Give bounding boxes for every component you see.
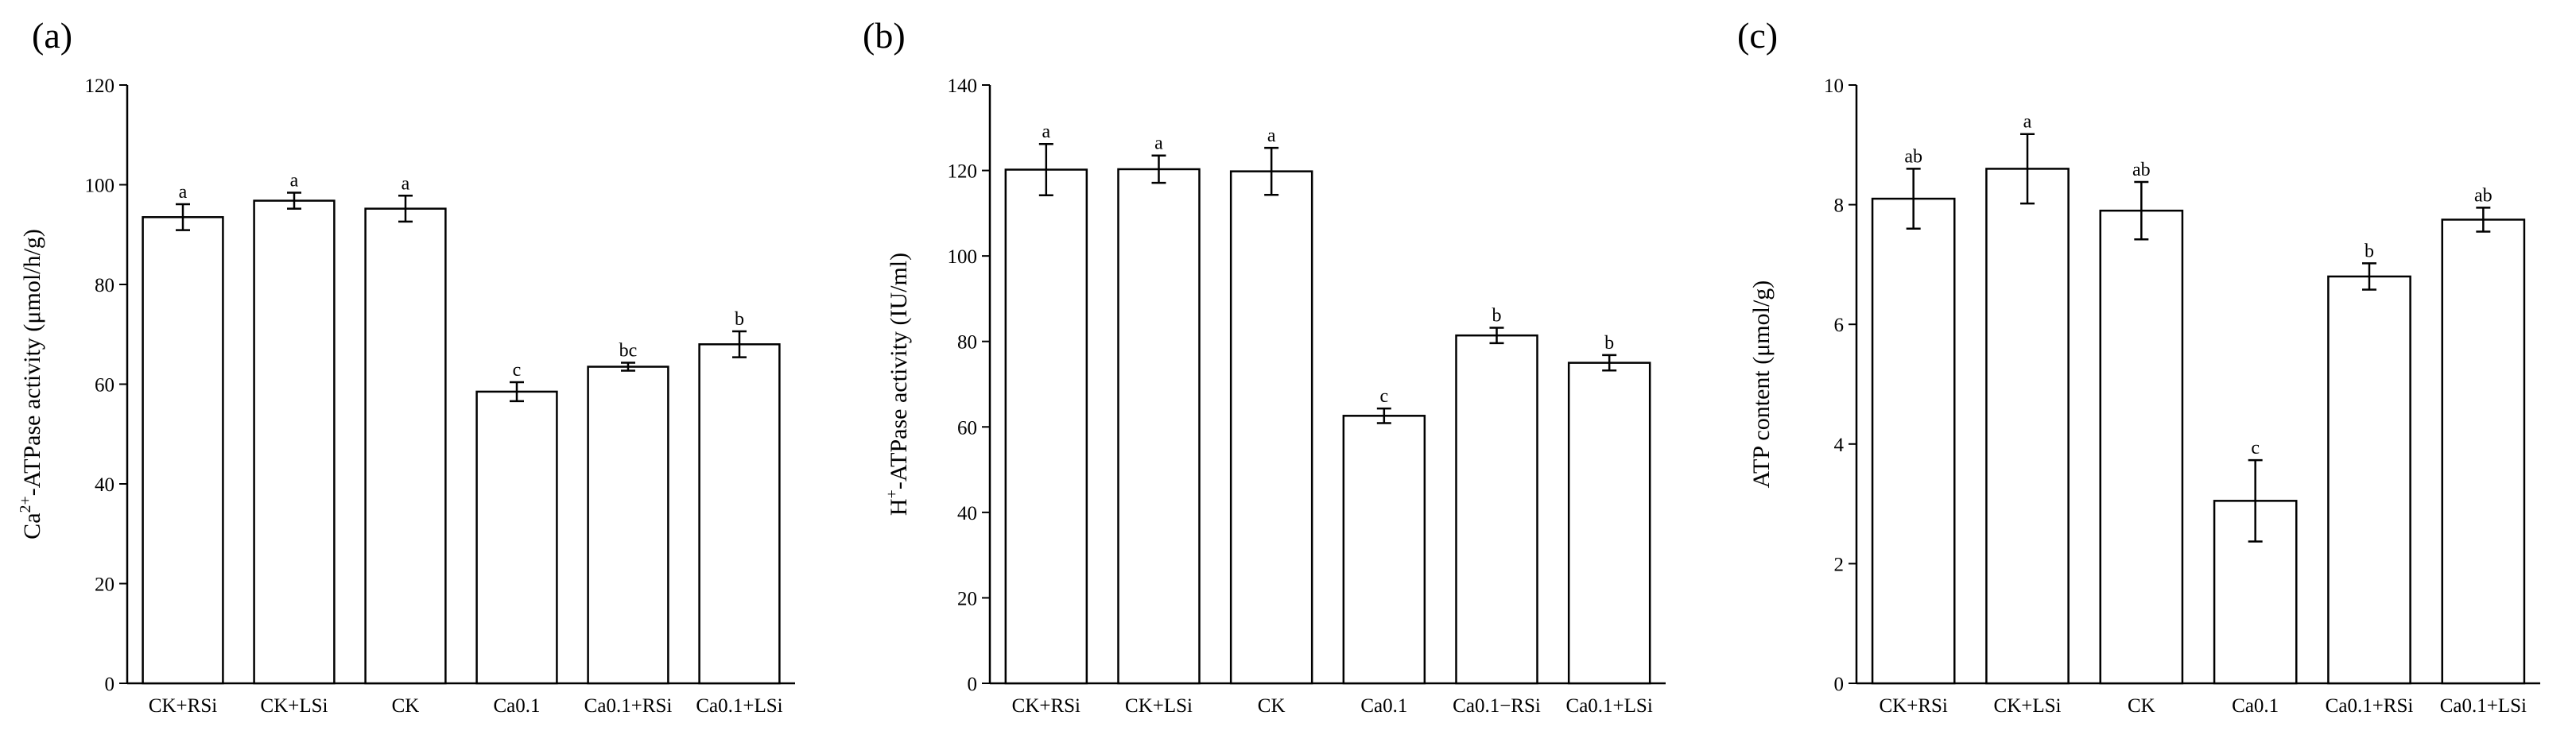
significance-label: bc [619, 341, 638, 362]
bar-Ca0.1 [1342, 415, 1426, 685]
y-tick-label: 0 [105, 674, 115, 695]
y-tick-label: 2 [1834, 554, 1845, 575]
x-tick-label: CK+LSi [1994, 695, 2062, 717]
y-axis-title-main: H [886, 498, 912, 516]
y-tick-label: 0 [1834, 674, 1845, 695]
bar-CK+LSi [1985, 168, 2070, 685]
bar-CK+RSi [1871, 197, 1956, 685]
significance-label: c [513, 360, 522, 381]
bar-Ca0.1+RSi [587, 366, 669, 685]
y-tick-label: 80 [95, 275, 114, 296]
y-axis-title-superscript: + [883, 489, 901, 498]
x-tick-label: CK+RSi [1879, 695, 1947, 717]
y-tick-label: 8 [1834, 195, 1845, 217]
y-axis-title: ATP content (μmol/g) [1748, 280, 1775, 489]
y-tick-label: 20 [95, 574, 114, 596]
significance-label: b [735, 309, 744, 330]
chart-panel-b: (b) 0 20 40 60 80 100 120 140 H+-ATPase activity … [863, 15, 1666, 717]
y-tick-label: 0 [968, 674, 978, 695]
panel-label: (b) [863, 15, 906, 56]
y-tick-label: 6 [1834, 315, 1845, 336]
x-tick-label: Ca0.1+RSi [2326, 695, 2414, 717]
y-tick-label: 120 [85, 75, 115, 97]
bar-Ca0.1−RSi [1455, 334, 1538, 685]
x-tick-label: CK [392, 695, 420, 717]
x-tick-label: Ca0.1+RSi [584, 695, 673, 717]
significance-label: a [290, 171, 299, 191]
y-axis-title-main: ATP content (μmol/g) [1748, 280, 1775, 489]
y-tick-label: 60 [957, 417, 977, 439]
bar-Ca0.1+LSi [1567, 362, 1651, 685]
significance-label: a [1042, 122, 1051, 142]
y-tick-label: 40 [95, 474, 114, 496]
panel-label: (a) [32, 15, 72, 56]
bar-CK+LSi [1117, 168, 1201, 685]
significance-label: ab [1904, 146, 1922, 167]
significance-label: a [1267, 126, 1276, 146]
bar-CK [364, 207, 447, 685]
bar-CK+LSi [253, 199, 336, 685]
y-tick-label: 4 [1834, 435, 1845, 456]
x-tick-label: CK [2128, 695, 2155, 717]
chart-panel-c: (c) 0 2 4 6 8 10 ATP content (μmol/g) ab CK+RSi a C… [1737, 15, 2540, 717]
x-tick-label: Ca0.1 [1360, 695, 1407, 717]
y-axis-title-superscript: 2+ [17, 496, 34, 512]
significance-label: a [402, 173, 410, 194]
x-tick-label: CK+LSi [261, 695, 328, 717]
x-tick-label: Ca0.1+LSi [2440, 695, 2527, 717]
bar-Ca0.1+LSi [2441, 219, 2526, 685]
bar-Ca0.1 [475, 390, 558, 685]
bar-CK [2099, 209, 2184, 685]
y-axis-title-rest: -ATPase activity (IU/ml) [886, 253, 912, 489]
significance-label: b [1604, 333, 1614, 354]
significance-label: ab [2132, 160, 2151, 180]
significance-label: a [179, 182, 188, 203]
significance-label: a [2023, 112, 2032, 133]
x-tick-label: CK+LSi [1125, 695, 1193, 717]
y-tick-label: 20 [957, 588, 977, 609]
significance-label: a [1154, 133, 1163, 154]
panel-label: (c) [1737, 15, 1778, 56]
bar-CK+RSi [1004, 168, 1088, 685]
y-tick-label: 10 [1824, 75, 1844, 97]
x-tick-label: CK+RSi [1012, 695, 1080, 717]
y-tick-label: 100 [948, 246, 978, 268]
y-tick-label: 40 [957, 503, 977, 524]
significance-label: c [1380, 386, 1389, 407]
y-tick-label: 80 [957, 332, 977, 354]
x-tick-label: Ca0.1+LSi [1566, 695, 1653, 717]
x-tick-label: CK+RSi [149, 695, 217, 717]
y-axis-title-main: Ca [19, 512, 45, 539]
y-axis-title: Ca2+-ATPase activity (μmol/h/g) [17, 229, 45, 540]
y-tick-label: 140 [948, 75, 978, 97]
y-axis-title: H+-ATPase activity (IU/ml) [883, 253, 912, 516]
bar-Ca0.1+RSi [2327, 275, 2411, 685]
y-tick-label: 60 [95, 375, 114, 396]
bar-Ca0.1+LSi [698, 343, 781, 685]
x-tick-label: Ca0.1 [2232, 695, 2279, 717]
significance-label: c [2251, 438, 2260, 458]
significance-label: ab [2474, 185, 2493, 206]
y-tick-label: 120 [948, 161, 978, 183]
y-axis-title-rest: -ATPase activity (μmol/h/g) [19, 229, 45, 496]
x-tick-label: Ca0.1+LSi [696, 695, 782, 717]
y-tick-label: 100 [85, 176, 115, 197]
significance-label: b [2365, 241, 2374, 261]
significance-label: b [1492, 306, 1502, 327]
chart-panel-a: (a) 0 20 40 60 80 100 120 Ca2+-ATPase activity (… [17, 15, 795, 717]
bar-CK [1229, 170, 1313, 685]
x-tick-label: Ca0.1−RSi [1453, 695, 1541, 717]
x-tick-label: CK [1258, 695, 1286, 717]
x-tick-label: Ca0.1 [493, 695, 540, 717]
bar-CK+RSi [142, 216, 224, 685]
